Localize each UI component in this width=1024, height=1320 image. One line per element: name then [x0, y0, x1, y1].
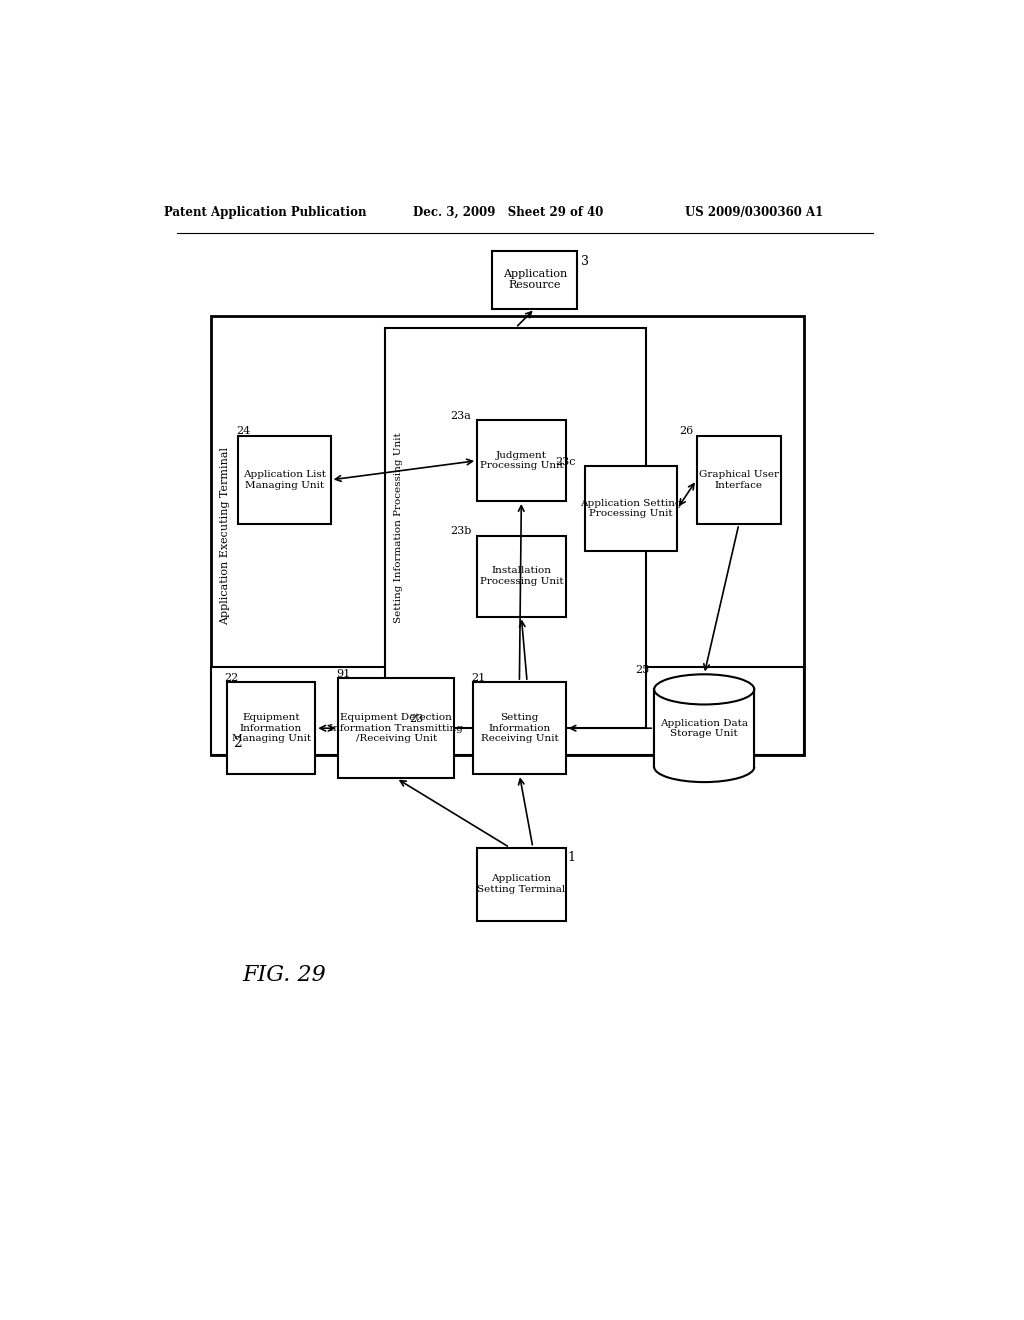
- Bar: [696, 436, 781, 524]
- Text: Equipment Detection
Information Transmitting
/Receiving Unit: Equipment Detection Information Transmit…: [330, 713, 463, 743]
- Text: 23a: 23a: [451, 411, 471, 421]
- Text: Installation
Processing Unit: Installation Processing Unit: [479, 566, 563, 586]
- Bar: [654, 689, 755, 767]
- Bar: [585, 466, 677, 552]
- Text: 1: 1: [568, 851, 575, 865]
- Text: Setting
Information
Receiving Unit: Setting Information Receiving Unit: [480, 713, 558, 743]
- Bar: [339, 678, 454, 779]
- Bar: [473, 682, 565, 775]
- Text: Patent Application Publication: Patent Application Publication: [164, 206, 367, 219]
- Text: US 2009/0300360 A1: US 2009/0300360 A1: [685, 206, 823, 219]
- Ellipse shape: [654, 675, 755, 705]
- Text: 23c: 23c: [556, 457, 577, 467]
- Text: 25: 25: [635, 665, 649, 675]
- Text: 3: 3: [581, 255, 589, 268]
- Text: 21: 21: [471, 673, 485, 682]
- Text: Dec. 3, 2009   Sheet 29 of 40: Dec. 3, 2009 Sheet 29 of 40: [413, 206, 603, 219]
- Text: 23: 23: [410, 714, 424, 725]
- Bar: [211, 667, 804, 755]
- Text: Equipment
Information
Managing Unit: Equipment Information Managing Unit: [231, 713, 310, 743]
- Text: 22: 22: [224, 673, 239, 682]
- Bar: [211, 317, 804, 755]
- Text: Application
Resource: Application Resource: [503, 269, 567, 290]
- Bar: [477, 420, 565, 502]
- Bar: [477, 536, 565, 616]
- Text: Application Executing Terminal: Application Executing Terminal: [220, 446, 230, 624]
- Text: Application List
Managing Unit: Application List Managing Unit: [243, 470, 326, 490]
- Text: Setting Information Processing Unit: Setting Information Processing Unit: [394, 433, 403, 623]
- Text: Judgment
Processing Unit: Judgment Processing Unit: [479, 451, 563, 470]
- Text: Application Data
Storage Unit: Application Data Storage Unit: [660, 718, 749, 738]
- Text: 26: 26: [680, 426, 694, 437]
- Text: Application Setting
Processing Unit: Application Setting Processing Unit: [581, 499, 682, 519]
- Bar: [226, 682, 315, 775]
- Text: Application
Setting Terminal: Application Setting Terminal: [477, 874, 565, 894]
- Bar: [477, 847, 565, 921]
- Bar: [385, 327, 646, 729]
- Text: Graphical User
Interface: Graphical User Interface: [698, 470, 779, 490]
- Text: 24: 24: [237, 426, 250, 437]
- Text: 2: 2: [233, 737, 242, 750]
- Bar: [239, 436, 331, 524]
- Text: FIG. 29: FIG. 29: [243, 964, 327, 986]
- Text: 23b: 23b: [451, 527, 471, 536]
- Text: 91: 91: [336, 669, 350, 678]
- Bar: [493, 251, 578, 309]
